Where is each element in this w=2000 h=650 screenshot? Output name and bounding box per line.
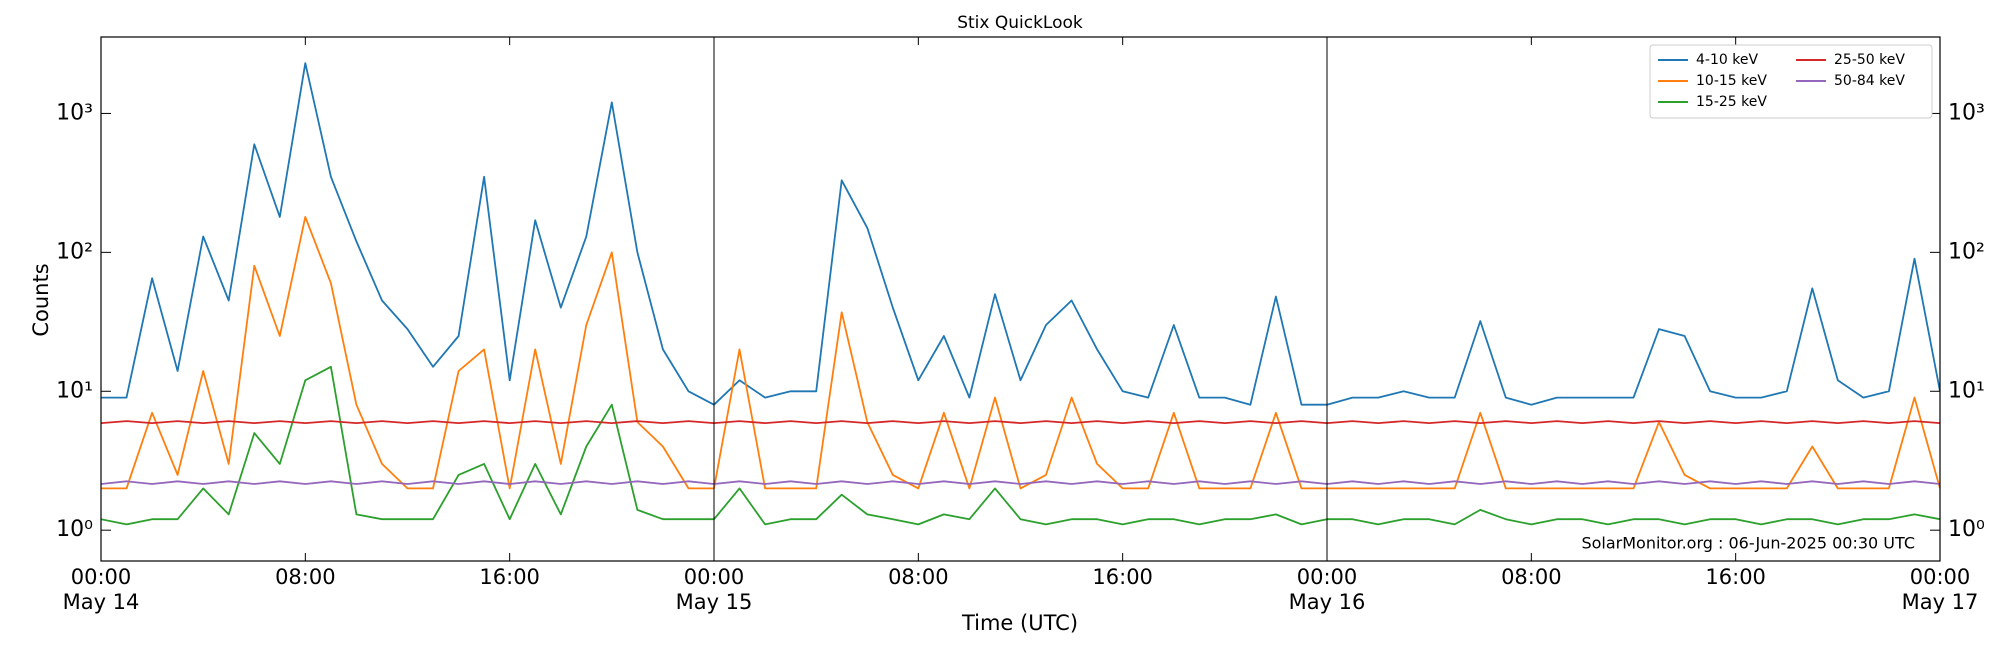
y-tick-label: 10⁰ (56, 517, 93, 542)
y-tick-label: 10² (56, 239, 93, 264)
plot-area (101, 62, 1940, 526)
x-tick-label: 16:00 (1705, 565, 1766, 589)
annotation: SolarMonitor.org : 06-Jun-2025 00:30 UTC (1581, 534, 1915, 553)
chart-title: Stix QuickLook (957, 13, 1083, 33)
series-line (101, 420, 1940, 424)
legend-label: 25-50 keV (1834, 52, 1905, 68)
x-tick-label: 08:00 (888, 565, 949, 589)
plot-frame (100, 36, 1941, 562)
x-tick-label: 00:00 (1910, 565, 1971, 589)
x-tick-date: May 15 (676, 590, 753, 614)
y-tick-label: 10³ (56, 100, 93, 125)
y-tick-label: 10¹ (56, 378, 93, 403)
legend-label: 10-15 keV (1696, 73, 1767, 89)
x-tick-date: May 17 (1902, 590, 1979, 614)
x-tick-label: 16:00 (479, 565, 540, 589)
legend-label: 4-10 keV (1696, 52, 1758, 68)
series-line (101, 480, 1940, 485)
x-tick-label: 00:00 (71, 565, 132, 589)
x-tick-date: May 14 (63, 590, 140, 614)
x-tick-label: 16:00 (1092, 565, 1153, 589)
legend-label: 50-84 keV (1834, 73, 1905, 89)
x-axis-label: Time (UTC) (961, 611, 1078, 635)
series-line (101, 62, 1940, 406)
y-axis-label: Counts (29, 263, 53, 336)
x-tick-label: 00:00 (1297, 565, 1358, 589)
y-tick-label-right: 10¹ (1948, 378, 1985, 403)
x-tick-label: 08:00 (1501, 565, 1562, 589)
x-tick-label: 00:00 (684, 565, 745, 589)
y-tick-label-right: 10³ (1948, 100, 1985, 125)
series-line (101, 365, 1940, 526)
x-tick-date: May 16 (1289, 590, 1366, 614)
series-line (101, 216, 1940, 490)
x-tick-label: 08:00 (275, 565, 336, 589)
legend-box (1649, 44, 1933, 119)
y-tick-label-right: 10⁰ (1948, 517, 1985, 542)
legend-label: 15-25 keV (1696, 94, 1767, 110)
y-tick-label-right: 10² (1948, 239, 1985, 264)
